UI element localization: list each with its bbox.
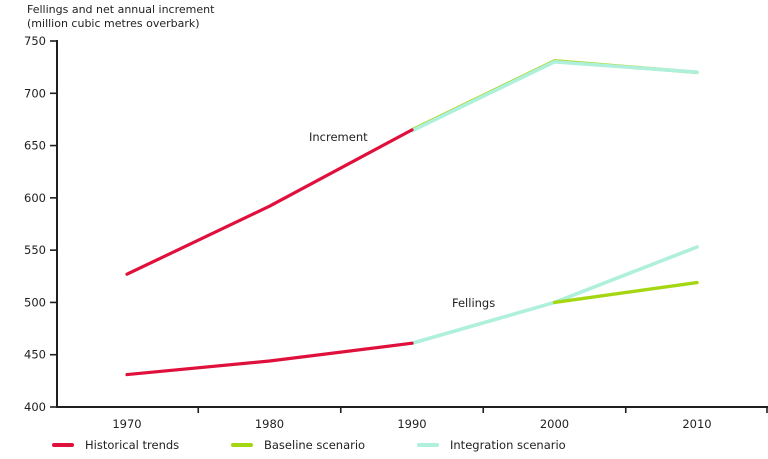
legend-label-baseline-scenario: Baseline scenario <box>264 438 366 452</box>
x-tick-label: 2000 <box>540 417 569 431</box>
y-tick-label: 700 <box>24 86 46 100</box>
chart-title-line1: Fellings and net annual increment <box>27 3 215 16</box>
series-label-increment: Increment <box>309 130 368 144</box>
series-label-fellings: Fellings <box>452 296 496 310</box>
y-tick-label: 450 <box>24 348 46 362</box>
y-tick-label: 500 <box>24 295 46 309</box>
series-line-increment-integration-scenario <box>410 59 699 133</box>
x-tick-label: 1990 <box>397 417 426 431</box>
y-tick-label: 750 <box>24 34 46 48</box>
y-tick-label: 400 <box>24 400 46 414</box>
chart-title: Fellings and net annual increment (milli… <box>27 3 214 31</box>
legend-label-integration-scenario: Integration scenario <box>450 438 566 452</box>
series-line-increment-baseline-scenario <box>410 59 699 132</box>
y-tick-label: 650 <box>24 139 46 153</box>
legend-swatch-historical-trends <box>52 443 74 447</box>
x-tick-label: 1980 <box>255 417 284 431</box>
legend-swatch-baseline-scenario <box>231 443 253 447</box>
y-tick-label: 550 <box>24 243 46 257</box>
series-line-fellings-historical-trends <box>125 341 414 377</box>
chart-title-line2: (million cubic metres overbark) <box>27 17 200 30</box>
series-line-fellings-baseline-scenario <box>552 280 699 305</box>
x-tick-label: 2010 <box>682 417 711 431</box>
legend-swatch-integration-scenario <box>417 443 439 447</box>
legend-label-historical-trends: Historical trends <box>85 438 180 452</box>
series-line-increment-historical-trends <box>125 128 414 276</box>
legend-item-historical-trends: Historical trends <box>52 438 179 452</box>
legend-item-baseline-scenario: Baseline scenario <box>231 438 365 452</box>
legend-item-integration-scenario: Integration scenario <box>417 438 566 452</box>
y-tick-label: 600 <box>24 191 46 205</box>
x-tick-label: 1970 <box>112 417 141 431</box>
